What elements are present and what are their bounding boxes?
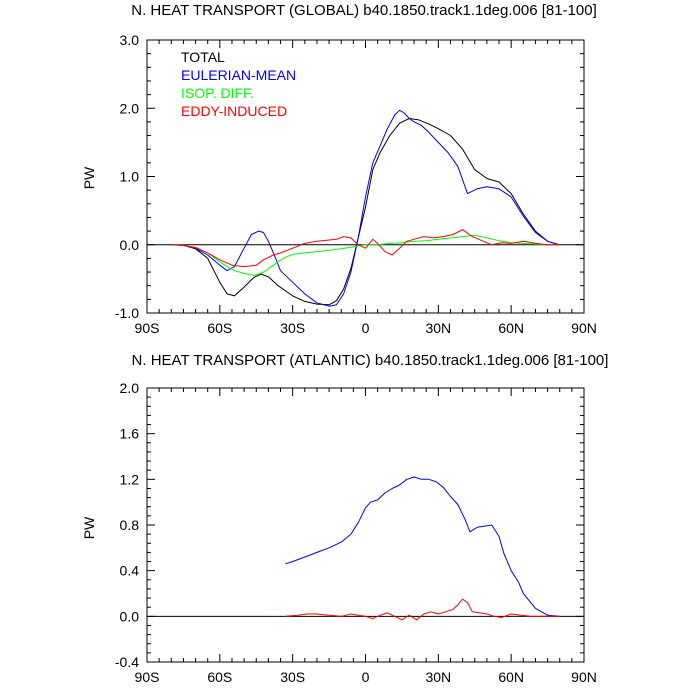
- bottom-x-tick-label: 60N: [498, 669, 524, 685]
- bottom-y-tick-label: 0.4: [120, 563, 140, 579]
- bottom-x-tick-label: 90S: [135, 669, 160, 685]
- top-series-total: [171, 118, 560, 306]
- legend-eddy-induced: EDDY-INDUCED: [181, 103, 287, 119]
- top-series-eulerian-mean: [171, 109, 560, 307]
- top-x-tick-label: 90N: [571, 320, 597, 336]
- bottom-y-tick-label: 1.6: [120, 426, 140, 442]
- bottom-y-tick-label: 1.2: [120, 471, 140, 487]
- top-y-tick-label: 3.0: [120, 32, 140, 48]
- bottom-y-axis-label: PW: [81, 516, 97, 539]
- legend-isop-diff: ISOP. DIFF.: [181, 85, 254, 101]
- top-series-eddy-induced: [171, 229, 560, 268]
- bottom-series-eddy-induced: [285, 598, 560, 621]
- bottom-x-tick-label: 0: [362, 669, 370, 685]
- top-y-tick-label: 0.0: [120, 237, 140, 253]
- top-y-tick-label: 1.0: [120, 169, 140, 185]
- bottom-plot-frame: [146, 387, 585, 663]
- legend-eulerian-mean: EULERIAN-MEAN: [181, 67, 296, 83]
- bottom-x-tick-label: 60S: [207, 669, 232, 685]
- bottom-series-eulerian-mean: [285, 476, 560, 617]
- top-x-tick-label: 30S: [280, 320, 305, 336]
- bottom-x-tick-label: 90N: [571, 669, 597, 685]
- bottom-y-tick-label: 0.0: [120, 608, 140, 624]
- top-y-tick-label: 2.0: [120, 100, 140, 116]
- bottom-y-tick-label: 2.0: [120, 380, 140, 396]
- bottom-x-tick-label: 30S: [280, 669, 305, 685]
- top-x-tick-label: 0: [362, 320, 370, 336]
- top-chart-title: N. HEAT TRANSPORT (GLOBAL) b40.1850.trac…: [131, 2, 597, 19]
- top-y-tick-label: -1.0: [115, 305, 139, 321]
- bottom-y-tick-label: -0.4: [115, 654, 139, 670]
- top-x-tick-label: 90S: [135, 320, 160, 336]
- top-x-tick-label: 30N: [425, 320, 451, 336]
- top-series-isop-diff: [171, 234, 560, 276]
- bottom-x-tick-label: 30N: [425, 669, 451, 685]
- top-y-axis-label: PW: [81, 166, 97, 189]
- bottom-chart-title: N. HEAT TRANSPORT (ATLANTIC) b40.1850.tr…: [132, 352, 609, 369]
- top-x-tick-label: 60S: [207, 320, 232, 336]
- legend-total: TOTAL: [181, 49, 225, 65]
- bottom-y-tick-label: 0.8: [120, 517, 140, 533]
- top-x-tick-label: 60N: [498, 320, 524, 336]
